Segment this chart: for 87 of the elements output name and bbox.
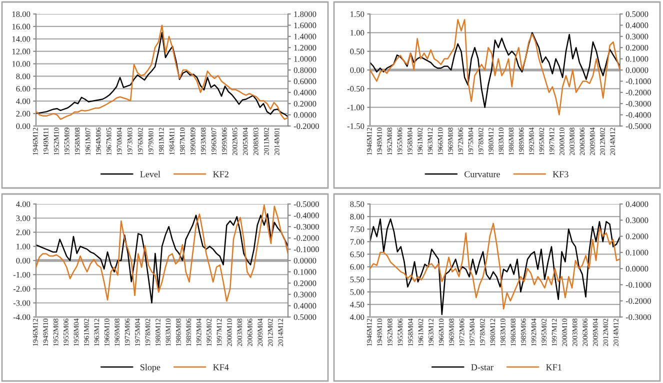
y-tick-label: 8.50 bbox=[350, 201, 364, 208]
y2-tick-label: 0.0000 bbox=[294, 112, 316, 118]
y-tick-label: 1.00 bbox=[350, 30, 364, 36]
y2-tick-label: 0.6000 bbox=[294, 78, 316, 84]
y2-tick-label: 0.5000 bbox=[626, 11, 648, 18]
y2-tick-label: 0.4000 bbox=[626, 201, 648, 208]
y-tick-label: 0.00 bbox=[16, 123, 30, 130]
y-tick-label: 14.00 bbox=[12, 36, 30, 42]
y2-tick-label: -0.3000 bbox=[294, 224, 319, 230]
legend-label: KF2 bbox=[213, 171, 228, 178]
legend-label: Curvature bbox=[464, 171, 500, 178]
y-tick-label: 12.00 bbox=[12, 48, 30, 54]
y2-tick-label: 0.2000 bbox=[626, 234, 648, 240]
y2-tick-label: 1.2000 bbox=[294, 44, 316, 51]
y2-tick-label: -0.1000 bbox=[294, 246, 319, 252]
y-tick-label: 5.50 bbox=[350, 276, 364, 282]
y-tick-label: -3.00 bbox=[13, 300, 30, 306]
y2-tick-label: 0.4000 bbox=[626, 22, 648, 28]
y2-tick-label: 0.4000 bbox=[294, 303, 316, 309]
y2-tick-label: 0.2000 bbox=[294, 280, 316, 286]
y-tick-label: 0.00 bbox=[16, 258, 30, 264]
y2-tick-label: 0.0000 bbox=[294, 258, 316, 264]
y-tick-label: 7.00 bbox=[350, 239, 364, 245]
y2-tick-label: 0.2000 bbox=[294, 100, 316, 107]
y-tick-label: 4.00 bbox=[16, 201, 30, 208]
y-tick-label: 2.00 bbox=[16, 110, 30, 117]
line-series bbox=[370, 18, 620, 116]
y-tick-label: 8.00 bbox=[16, 74, 30, 80]
y2-tick-label: 1.4000 bbox=[294, 34, 316, 40]
y2-tick-label: -0.2000 bbox=[294, 123, 319, 130]
y2-tick-label: 0.3000 bbox=[626, 217, 648, 224]
y-tick-label: -1.50 bbox=[347, 123, 364, 130]
y-tick-label: -4.00 bbox=[13, 314, 30, 320]
y-tick-label: -2.00 bbox=[13, 286, 30, 292]
y2-tick-label: 0.4000 bbox=[294, 90, 316, 96]
y-tick-label: 7.50 bbox=[350, 226, 364, 232]
y-tick-label: -1.00 bbox=[13, 272, 30, 278]
y-tick-label: 0.00 bbox=[350, 67, 364, 74]
y2-tick-label: 0.3000 bbox=[626, 34, 648, 40]
y2-tick-label: 1.0000 bbox=[294, 56, 316, 62]
y-tick-label: 18.00 bbox=[12, 11, 30, 18]
y2-tick-label: 0.2000 bbox=[626, 44, 648, 51]
legend-label: Slope bbox=[140, 364, 160, 372]
y2-tick-label: -0.4000 bbox=[626, 112, 651, 118]
legend-label: KF1 bbox=[546, 364, 562, 370]
legend-label: KF4 bbox=[213, 364, 229, 370]
y-tick-label: 3.00 bbox=[16, 215, 30, 222]
y-tick-label: 4.50 bbox=[350, 302, 364, 308]
legend-label: KF3 bbox=[552, 171, 568, 178]
y2-tick-label: 0.0000 bbox=[626, 266, 648, 272]
y-tick-label: 10.00 bbox=[12, 61, 30, 67]
y2-tick-label: 0.5000 bbox=[294, 314, 316, 320]
y2-tick-label: -0.2000 bbox=[294, 235, 319, 241]
y-tick-label: 0.50 bbox=[350, 48, 364, 54]
y-tick-label: 5.00 bbox=[350, 289, 364, 295]
y2-tick-label: -0.2000 bbox=[626, 90, 651, 96]
y2-tick-label: -0.1000 bbox=[626, 78, 651, 84]
y2-tick-label: -0.3000 bbox=[626, 314, 651, 320]
y2-tick-label: 1.8000 bbox=[294, 11, 316, 18]
y2-tick-label: -0.5000 bbox=[626, 123, 651, 130]
y-tick-label: 6.50 bbox=[350, 252, 364, 258]
y2-tick-label: -0.2000 bbox=[626, 298, 651, 304]
legend-label: Level bbox=[140, 170, 160, 178]
y2-tick-label: 0.3000 bbox=[294, 292, 316, 298]
y2-tick-label: -0.3000 bbox=[626, 100, 651, 107]
y-tick-label: 1.50 bbox=[350, 11, 364, 18]
y2-tick-label: 0.1000 bbox=[294, 269, 316, 275]
y-tick-label: -0.50 bbox=[347, 86, 364, 92]
y2-tick-label: 0.1000 bbox=[626, 250, 648, 256]
y-tick-label: 1.00 bbox=[16, 244, 30, 250]
legend-label: D-star bbox=[471, 364, 494, 370]
y-tick-label: 6.00 bbox=[16, 86, 30, 92]
y-tick-label: 8.00 bbox=[350, 214, 364, 220]
y2-tick-label: 0.1000 bbox=[626, 56, 648, 62]
line-series bbox=[370, 32, 620, 108]
y2-tick-label: 0.8000 bbox=[294, 67, 316, 74]
y2-tick-label: -0.1000 bbox=[626, 282, 651, 288]
y-tick-label: 16.00 bbox=[12, 24, 30, 30]
y-tick-label: 4.00 bbox=[16, 98, 30, 104]
y-tick-label: 6.00 bbox=[350, 264, 364, 270]
y2-tick-label: -0.5000 bbox=[294, 201, 319, 208]
y-tick-label: 4.00 bbox=[350, 314, 364, 320]
y2-tick-label: 0.0000 bbox=[626, 67, 648, 74]
y-tick-label: 2.00 bbox=[16, 230, 30, 236]
y2-tick-label: -0.4000 bbox=[294, 212, 319, 218]
y-tick-label: -1.00 bbox=[347, 104, 364, 110]
y2-tick-label: 1.6000 bbox=[294, 22, 316, 28]
